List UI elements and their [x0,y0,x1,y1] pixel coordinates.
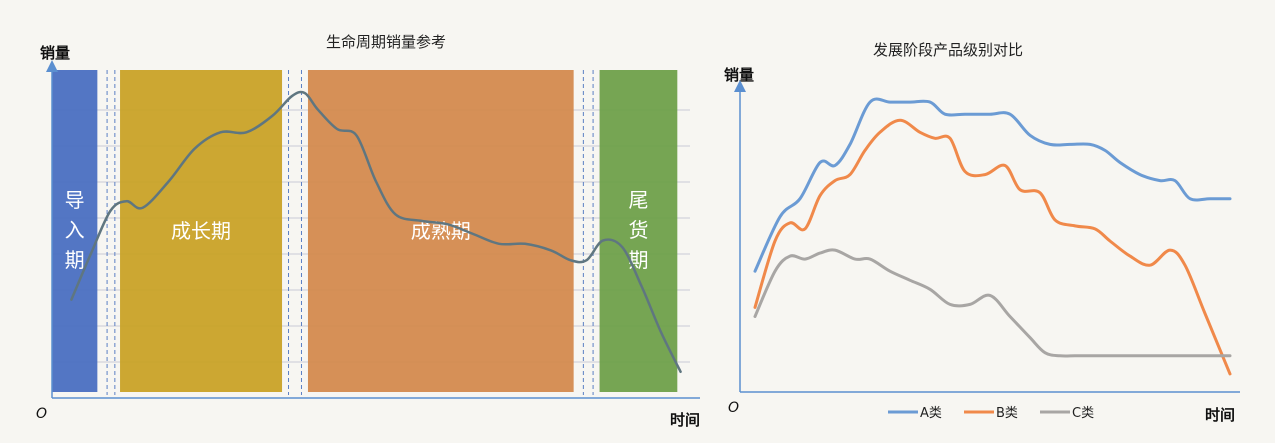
chart2-origin-label: O [728,400,739,416]
chart1-origin-label: O [36,406,47,422]
stage-label: 成长期 [171,219,231,243]
chart1-title: 生命周期销量参考 [326,33,446,51]
legend-label-1: A类 [920,406,942,421]
stage-label-char: 期 [65,248,85,272]
chart2-title: 发展阶段产品级别对比 [873,41,1023,59]
stage-band-1 [52,70,98,392]
stage-band-3 [307,70,574,392]
chart2-y-axis-label: 销量 [724,66,754,84]
chart1-x-axis-label: 时间 [670,411,700,429]
legend-label-2: B类 [996,406,1018,421]
stage-label-char: 尾 [628,188,648,212]
series-line-3 [753,248,1232,358]
chart2-x-axis-label: 时间 [1205,406,1235,424]
product-level-chart: A类 B类 C类 [734,80,1240,421]
stage-label-char: 导 [65,188,85,212]
stage-label-char: 入 [65,218,85,242]
lifecycle-curve [70,90,682,374]
stage-band-2 [120,70,283,392]
stage-label-char: 期 [628,248,648,272]
series-line-2 [753,118,1232,376]
legend-label-3: C类 [1072,406,1094,421]
series-line-1 [753,97,1232,273]
stage-label-char: 货 [628,218,648,242]
chart1-y-axis-label: 销量 [40,44,70,62]
